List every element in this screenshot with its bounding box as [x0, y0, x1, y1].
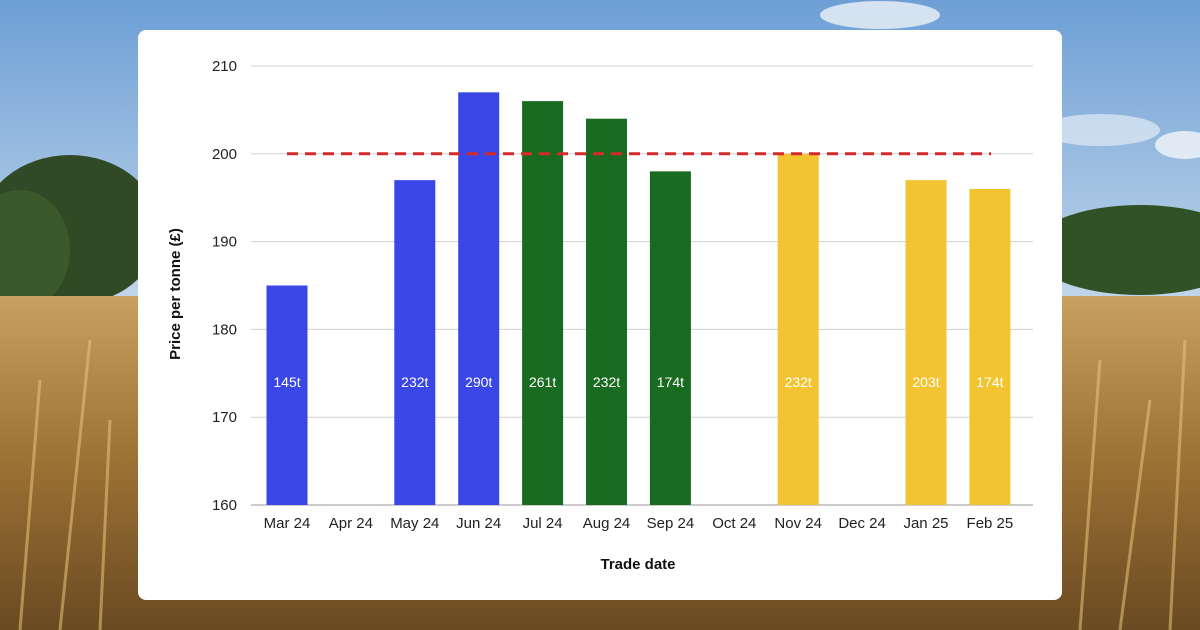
bar [266, 285, 308, 505]
y-axis-title: Price per tonne (£) [167, 228, 184, 360]
y-tick-label: 210 [212, 58, 237, 75]
bar-labels: 145t 232t 290t 261t 232t 174t 232t 203t 174t [273, 374, 1003, 390]
bar-value-label: 232t [593, 374, 620, 390]
x-tick-label: May 24 [390, 515, 439, 532]
bars [266, 92, 1011, 506]
bar-value-label: 145t [273, 374, 300, 390]
bar [394, 180, 436, 505]
bar [522, 101, 564, 506]
x-tick-label: Sep 24 [647, 515, 695, 532]
x-tick-label: Apr 24 [329, 515, 373, 532]
bar-value-label: 174t [657, 374, 684, 390]
bar [969, 188, 1011, 506]
x-tick-label: Nov 24 [774, 515, 822, 532]
bar [777, 153, 819, 506]
bar-value-label: 232t [401, 374, 428, 390]
bar [649, 171, 691, 506]
x-tick-label: Dec 24 [838, 515, 886, 532]
y-tick-label: 190 [212, 234, 237, 251]
bar [905, 180, 947, 505]
bar-value-label: 290t [465, 374, 492, 390]
y-tick-label: 180 [212, 321, 237, 338]
bar-value-label: 174t [976, 374, 1003, 390]
x-axis-ticks: Mar 24 Apr 24 May 24 Jun 24 Jul 24 Aug 24 Sep … [264, 515, 1014, 532]
y-tick-label: 170 [212, 409, 237, 426]
x-tick-label: Jan 25 [903, 515, 948, 532]
bar-value-label: 203t [912, 374, 939, 390]
x-tick-label: Oct 24 [712, 515, 756, 532]
x-tick-label: Jul 24 [523, 515, 563, 532]
chart-card: 160 170 180 190 200 210 145t 232t 290t 261t 232t 1… [138, 30, 1062, 600]
bar [586, 118, 627, 506]
y-axis-ticks: 160 170 180 190 200 210 [212, 58, 237, 514]
bar-value-label: 261t [529, 374, 556, 390]
x-axis-title: Trade date [600, 556, 675, 573]
bar-value-label: 232t [785, 374, 812, 390]
y-tick-label: 200 [212, 146, 237, 163]
bar [458, 92, 500, 505]
x-tick-label: Aug 24 [583, 515, 631, 532]
x-tick-label: Feb 25 [967, 515, 1014, 532]
x-tick-label: Mar 24 [264, 515, 311, 532]
x-tick-label: Jun 24 [456, 515, 501, 532]
y-tick-label: 160 [212, 497, 237, 514]
